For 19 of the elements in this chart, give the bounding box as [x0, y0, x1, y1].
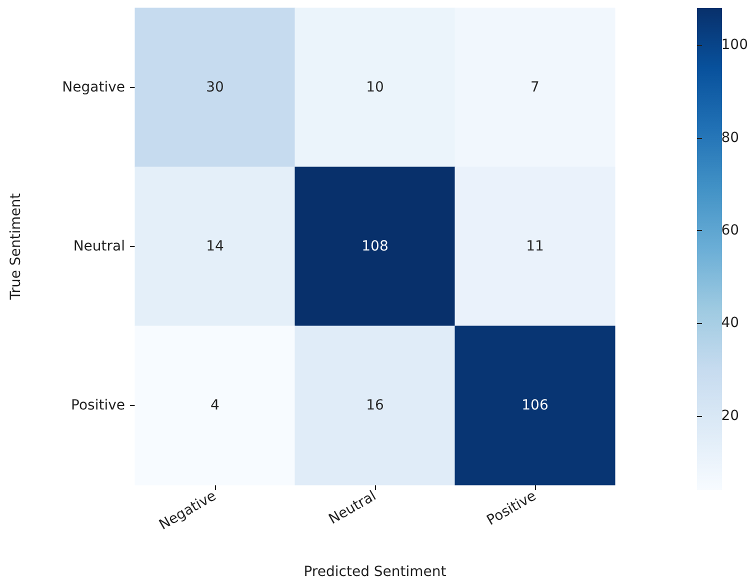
y-axis-title: True Sentiment	[8, 192, 24, 301]
data-label: 16	[366, 398, 384, 414]
y-tick-label: Neutral	[73, 238, 125, 254]
data-label: 7	[530, 80, 540, 96]
data-label: 10	[366, 80, 384, 96]
color-bar-label: 100	[721, 37, 748, 54]
data-label: 106	[522, 398, 548, 414]
x-axis-title: Predicted Sentiment	[304, 564, 447, 580]
data-label: 4	[210, 398, 220, 414]
data-label: 14	[206, 238, 224, 254]
color-bar-label: 40	[721, 315, 740, 332]
y-tick-label: Positive	[71, 398, 125, 414]
y-tick-label: Negative	[62, 80, 125, 96]
data-label: 108	[362, 238, 388, 254]
data-label: 30	[206, 80, 224, 96]
color-bar-label: 20	[721, 408, 740, 424]
color-bar-label: 60	[721, 222, 740, 238]
color-bar-label: 80	[721, 130, 740, 146]
data-label: 11	[526, 238, 544, 254]
